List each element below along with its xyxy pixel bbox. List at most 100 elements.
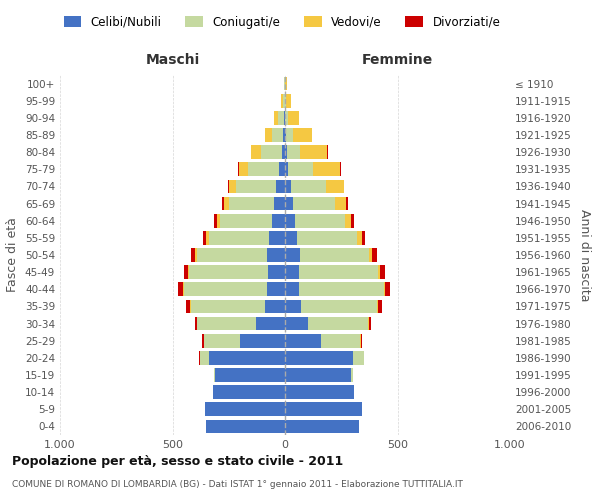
Bar xyxy=(325,180,343,194)
Bar xyxy=(215,368,285,382)
Bar xyxy=(184,282,267,296)
Bar xyxy=(220,214,271,228)
Bar xyxy=(286,76,287,90)
Bar xyxy=(384,282,385,296)
Bar xyxy=(271,214,285,228)
Bar xyxy=(285,180,290,194)
Bar xyxy=(293,196,335,210)
Bar xyxy=(285,196,293,210)
Bar xyxy=(187,300,190,314)
Bar xyxy=(301,300,377,314)
Bar xyxy=(357,231,361,244)
Bar xyxy=(285,214,295,228)
Bar xyxy=(217,214,220,228)
Bar xyxy=(256,316,285,330)
Bar xyxy=(188,266,190,279)
Bar xyxy=(239,162,248,176)
Bar xyxy=(346,196,347,210)
Bar xyxy=(287,146,301,159)
Bar xyxy=(321,334,361,347)
Bar xyxy=(290,180,325,194)
Bar xyxy=(209,231,269,244)
Bar xyxy=(285,146,287,159)
Bar xyxy=(191,300,265,314)
Bar xyxy=(335,196,346,210)
Bar xyxy=(267,282,285,296)
Bar xyxy=(240,334,285,347)
Text: Femmine: Femmine xyxy=(362,54,433,68)
Bar xyxy=(285,300,301,314)
Bar xyxy=(295,214,344,228)
Legend: Celibi/Nubili, Coniugati/e, Vedovi/e, Divorziati/e: Celibi/Nubili, Coniugati/e, Vedovi/e, Di… xyxy=(59,11,505,34)
Bar xyxy=(184,266,188,279)
Bar xyxy=(224,196,229,210)
Bar xyxy=(285,351,353,364)
Bar xyxy=(274,196,285,210)
Bar xyxy=(301,146,328,159)
Bar xyxy=(285,282,299,296)
Bar xyxy=(281,94,283,108)
Bar xyxy=(285,420,359,434)
Bar xyxy=(286,94,290,108)
Bar xyxy=(285,334,321,347)
Bar xyxy=(203,231,206,244)
Bar xyxy=(285,231,298,244)
Bar xyxy=(379,266,380,279)
Bar xyxy=(343,180,344,194)
Bar xyxy=(285,402,361,416)
Bar xyxy=(197,316,256,330)
Bar xyxy=(352,214,354,228)
Bar xyxy=(283,128,285,142)
Bar xyxy=(251,146,262,159)
Bar xyxy=(308,316,368,330)
Y-axis label: Anni di nascita: Anni di nascita xyxy=(578,209,591,301)
Bar xyxy=(182,282,184,296)
Bar xyxy=(285,248,299,262)
Bar xyxy=(178,282,182,296)
Bar xyxy=(195,316,197,330)
Bar xyxy=(214,368,215,382)
Bar xyxy=(361,231,365,244)
Bar xyxy=(285,386,353,399)
Bar xyxy=(286,128,293,142)
Bar xyxy=(190,300,191,314)
Bar xyxy=(299,248,370,262)
Bar xyxy=(293,128,312,142)
Bar xyxy=(288,111,299,124)
Bar xyxy=(229,196,274,210)
Bar xyxy=(378,300,382,314)
Bar xyxy=(191,248,196,262)
Bar xyxy=(298,231,357,244)
Text: Popolazione per età, sesso e stato civile - 2011: Popolazione per età, sesso e stato civil… xyxy=(12,455,343,468)
Bar xyxy=(353,351,364,364)
Bar xyxy=(238,162,239,176)
Text: COMUNE DI ROMANO DI LOMBARDIA (BG) - Dati ISTAT 1° gennaio 2011 - Elaborazione T: COMUNE DI ROMANO DI LOMBARDIA (BG) - Dat… xyxy=(12,480,463,489)
Bar xyxy=(265,128,272,142)
Bar xyxy=(265,300,285,314)
Bar xyxy=(286,111,288,124)
Bar xyxy=(283,94,284,108)
Bar xyxy=(368,316,369,330)
Bar xyxy=(269,231,285,244)
Text: Maschi: Maschi xyxy=(145,54,200,68)
Bar xyxy=(284,111,285,124)
Bar xyxy=(197,248,267,262)
Bar xyxy=(370,248,372,262)
Bar xyxy=(380,266,385,279)
Bar xyxy=(268,266,285,279)
Bar xyxy=(280,162,285,176)
Bar xyxy=(199,351,209,364)
Bar xyxy=(285,368,352,382)
Bar xyxy=(206,420,285,434)
Bar xyxy=(352,368,353,382)
Bar xyxy=(285,316,308,330)
Bar xyxy=(196,248,197,262)
Bar xyxy=(299,266,379,279)
Bar xyxy=(285,128,286,142)
Bar xyxy=(214,214,217,228)
Bar xyxy=(385,282,390,296)
Bar xyxy=(235,180,276,194)
Bar xyxy=(267,248,285,262)
Bar xyxy=(229,180,235,194)
Bar xyxy=(209,351,285,364)
